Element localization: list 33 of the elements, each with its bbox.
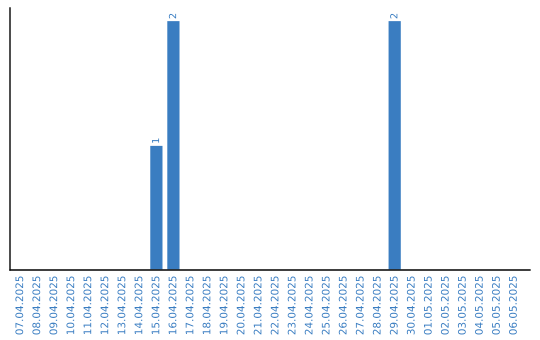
x-tick-label: 28.04.2025 (372, 276, 381, 334)
data-label: 2 (168, 14, 176, 18)
x-tick-label: 25.04.2025 (322, 276, 330, 334)
x-tick-label: 03.05.2025 (458, 276, 466, 335)
x-tick-label: 01.05.2025 (424, 276, 432, 335)
x-tick-label: 12.04.2025 (100, 276, 108, 334)
x-tick-label: 22.04.2025 (270, 276, 279, 334)
x-tick-label: 29.04.2025 (390, 276, 398, 334)
x-tick-label: 11.04.2025 (83, 276, 92, 334)
x-tick-label: 19.04.2025 (220, 276, 228, 334)
x-tick-label: 16.04.2025 (168, 276, 176, 334)
x-tick-label: 08.04.2025 (32, 276, 40, 335)
data-label: 1 (152, 138, 160, 143)
x-tick-label: 23.04.2025 (288, 276, 296, 334)
x-tick-label: 07.04.2025 (15, 276, 24, 335)
x-tick-label: 13.04.2025 (117, 276, 126, 334)
x-tick-label: 20.04.2025 (236, 276, 245, 334)
x-tick-label: 04.05.2025 (474, 276, 483, 335)
data-label: 2 (390, 14, 398, 18)
x-tick-label: 18.04.2025 (202, 276, 210, 334)
x-tick-label: 10.04.2025 (66, 276, 74, 334)
x-tick-label: 30.04.2025 (406, 276, 415, 334)
x-tick-label: 27.04.2025 (356, 276, 364, 334)
x-tick-label: 21.04.2025 (254, 276, 262, 334)
x-tick-label: 15.04.2025 (152, 276, 160, 334)
x-tick-label: 26.04.2025 (338, 276, 347, 334)
x-tick-label: 09.04.2025 (49, 276, 58, 335)
x-tick-label: 05.05.2025 (492, 276, 500, 335)
x-tick-label: 17.04.2025 (186, 276, 194, 334)
x-tick-label: 02.05.2025 (440, 276, 449, 335)
x-tick-label: 06.05.2025 (508, 276, 517, 335)
x-tick-label: 24.04.2025 (304, 276, 313, 334)
x-tick-label: 14.04.2025 (134, 276, 142, 334)
